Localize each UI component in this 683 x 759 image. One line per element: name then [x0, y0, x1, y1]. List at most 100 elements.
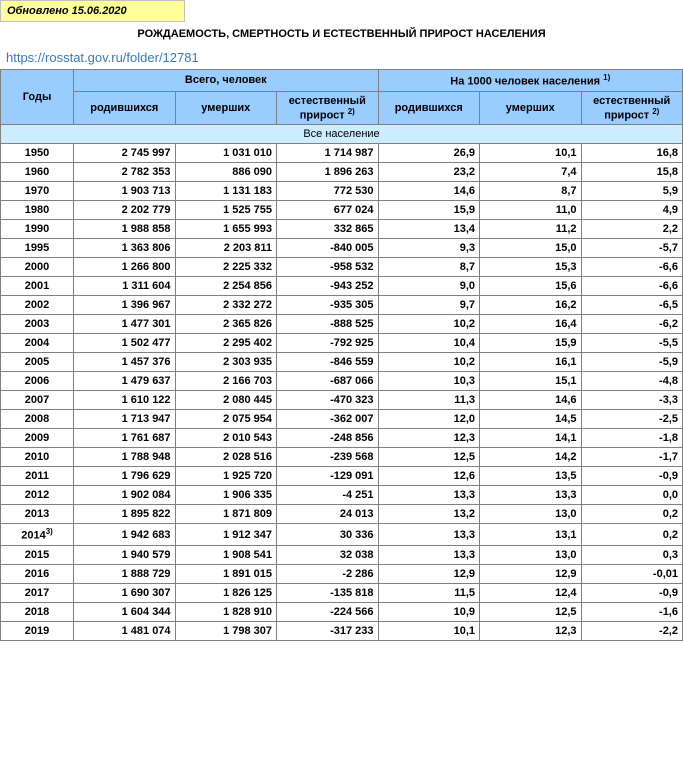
cell-died: 2 075 954 — [175, 410, 276, 429]
cell-rdied: 10,1 — [480, 144, 581, 163]
table-row: 20091 761 6872 010 543-248 85612,314,1-1… — [1, 429, 683, 448]
table-row: 20121 902 0841 906 335-4 25113,313,30,0 — [1, 486, 683, 505]
cell-nat: 24 013 — [277, 505, 379, 524]
cell-died: 2 303 935 — [175, 353, 276, 372]
table-row: 20021 396 9672 332 272-935 3059,716,2-6,… — [1, 296, 683, 315]
cell-nat: -4 251 — [277, 486, 379, 505]
cell-born: 1 604 344 — [74, 602, 175, 621]
cell-died: 1 925 720 — [175, 467, 276, 486]
table-row: 19701 903 7131 131 183772 53014,68,75,9 — [1, 182, 683, 201]
table-row: 20001 266 8002 225 332-958 5328,715,3-6,… — [1, 258, 683, 277]
th-died-rate: умерших — [480, 91, 581, 125]
cell-rborn: 11,5 — [378, 583, 479, 602]
cell-rborn: 10,9 — [378, 602, 479, 621]
cell-year: 2007 — [1, 391, 74, 410]
th-total: Всего, человек — [74, 70, 378, 92]
cell-nat: 1 714 987 — [277, 144, 379, 163]
table-row: 19502 745 9971 031 0101 714 98726,910,11… — [1, 144, 683, 163]
cell-nat: -135 818 — [277, 583, 379, 602]
cell-born: 1 481 074 — [74, 621, 175, 640]
table-row: 20171 690 3071 826 125-135 81811,512,4-0… — [1, 583, 683, 602]
table-row: 19802 202 7791 525 755677 02415,911,04,9 — [1, 201, 683, 220]
th-died-abs: умерших — [175, 91, 276, 125]
cell-rdied: 11,0 — [480, 201, 581, 220]
cell-rborn: 10,4 — [378, 334, 479, 353]
cell-born: 1 903 713 — [74, 182, 175, 201]
cell-born: 1 940 579 — [74, 545, 175, 564]
cell-nat: -248 856 — [277, 429, 379, 448]
cell-rnat: -3,3 — [581, 391, 683, 410]
cell-rborn: 13,4 — [378, 220, 479, 239]
cell-year: 2013 — [1, 505, 74, 524]
cell-nat: -239 568 — [277, 448, 379, 467]
cell-died: 1 798 307 — [175, 621, 276, 640]
table-body: Все население 19502 745 9971 031 0101 71… — [1, 125, 683, 641]
table-row: 20191 481 0741 798 307-317 23310,112,3-2… — [1, 621, 683, 640]
cell-born: 1 479 637 — [74, 372, 175, 391]
th-years: Годы — [1, 70, 74, 125]
cell-died: 1 826 125 — [175, 583, 276, 602]
cell-rdied: 11,2 — [480, 220, 581, 239]
cell-born: 2 745 997 — [74, 144, 175, 163]
cell-born: 1 266 800 — [74, 258, 175, 277]
cell-rborn: 13,3 — [378, 524, 479, 546]
cell-rborn: 23,2 — [378, 163, 479, 182]
cell-died: 2 254 856 — [175, 277, 276, 296]
cell-born: 1 690 307 — [74, 583, 175, 602]
cell-year: 2018 — [1, 602, 74, 621]
cell-rnat: 5,9 — [581, 182, 683, 201]
table-row: 20131 895 8221 871 80924 01313,213,00,2 — [1, 505, 683, 524]
cell-rnat: 4,9 — [581, 201, 683, 220]
cell-died: 1 871 809 — [175, 505, 276, 524]
cell-rborn: 9,7 — [378, 296, 479, 315]
table-row: 20143)1 942 6831 912 34730 33613,313,10,… — [1, 524, 683, 546]
cell-born: 1 477 301 — [74, 315, 175, 334]
cell-rnat: -6,6 — [581, 258, 683, 277]
cell-rnat: -6,5 — [581, 296, 683, 315]
cell-year: 2012 — [1, 486, 74, 505]
cell-rdied: 14,5 — [480, 410, 581, 429]
cell-rnat: -1,6 — [581, 602, 683, 621]
cell-born: 1 396 967 — [74, 296, 175, 315]
cell-born: 1 311 604 — [74, 277, 175, 296]
cell-rnat: 0,2 — [581, 505, 683, 524]
cell-rnat: -6,6 — [581, 277, 683, 296]
cell-rdied: 12,5 — [480, 602, 581, 621]
cell-born: 1 888 729 — [74, 564, 175, 583]
cell-rdied: 14,1 — [480, 429, 581, 448]
cell-rnat: 0,0 — [581, 486, 683, 505]
page-title: РОЖДАЕМОСТЬ, СМЕРТНОСТЬ И ЕСТЕСТВЕННЫЙ П… — [0, 22, 683, 46]
cell-died: 1 828 910 — [175, 602, 276, 621]
th-per1000-label: На 1000 человек населения — [450, 76, 600, 88]
cell-rborn: 12,6 — [378, 467, 479, 486]
cell-died: 2 010 543 — [175, 429, 276, 448]
cell-rnat: 0,2 — [581, 524, 683, 546]
table-row: 20181 604 3441 828 910-224 56610,912,5-1… — [1, 602, 683, 621]
section-label: Все население — [1, 125, 683, 144]
table-row: 20041 502 4772 295 402-792 92510,415,9-5… — [1, 334, 683, 353]
cell-rborn: 13,3 — [378, 486, 479, 505]
cell-rnat: -5,7 — [581, 239, 683, 258]
th-per1000: На 1000 человек населения 1) — [378, 70, 682, 92]
cell-rdied: 15,0 — [480, 239, 581, 258]
cell-rborn: 10,2 — [378, 315, 479, 334]
cell-rnat: 15,8 — [581, 163, 683, 182]
cell-rdied: 16,1 — [480, 353, 581, 372]
cell-rborn: 12,5 — [378, 448, 479, 467]
cell-nat: -792 925 — [277, 334, 379, 353]
table-row: 20071 610 1222 080 445-470 32311,314,6-3… — [1, 391, 683, 410]
cell-died: 2 203 811 — [175, 239, 276, 258]
note-2a: 2) — [348, 107, 355, 116]
cell-nat: -687 066 — [277, 372, 379, 391]
cell-nat: 677 024 — [277, 201, 379, 220]
cell-year: 1990 — [1, 220, 74, 239]
cell-rnat: -6,2 — [581, 315, 683, 334]
source-link[interactable]: https://rosstat.gov.ru/folder/12781 — [0, 46, 683, 69]
cell-born: 1 457 376 — [74, 353, 175, 372]
cell-rborn: 8,7 — [378, 258, 479, 277]
cell-rborn: 9,3 — [378, 239, 479, 258]
th-born-abs: родившихся — [74, 91, 175, 125]
cell-nat: 1 896 263 — [277, 163, 379, 182]
cell-rdied: 15,3 — [480, 258, 581, 277]
cell-rborn: 13,2 — [378, 505, 479, 524]
